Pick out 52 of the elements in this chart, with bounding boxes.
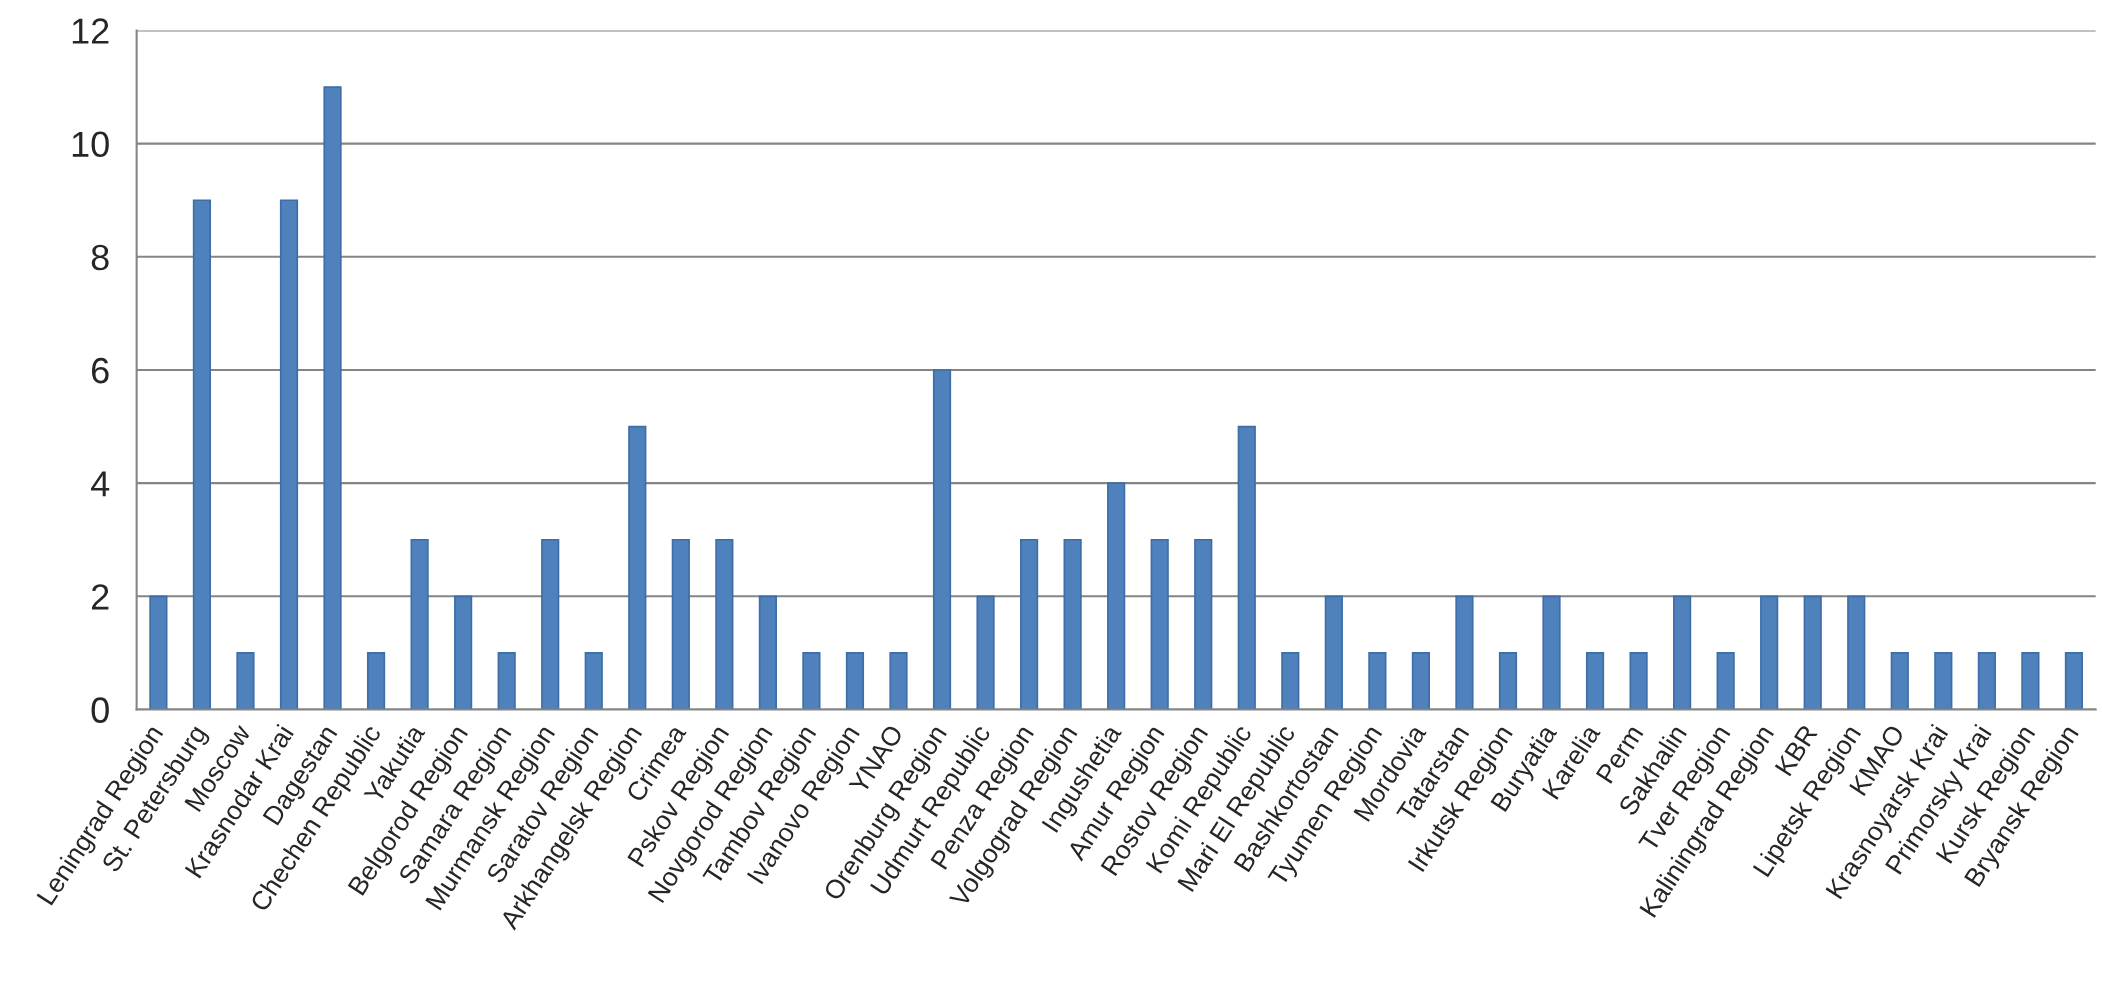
y-tick-label: 4: [90, 471, 110, 497]
bar: [1324, 595, 1343, 710]
bar: [628, 425, 647, 710]
bar: [1542, 595, 1561, 710]
bar: [976, 595, 995, 710]
bar: [1585, 652, 1605, 710]
bar: [1281, 652, 1300, 710]
bar: [1063, 538, 1082, 710]
bar: [236, 652, 255, 710]
bar: [2021, 652, 2040, 710]
bar: [1803, 595, 1822, 710]
bar: [1107, 482, 1126, 710]
bar: [1934, 652, 1953, 710]
y-tick-label: 12: [72, 18, 109, 44]
bar: [932, 369, 952, 710]
bar: [584, 652, 603, 710]
bar: [366, 652, 386, 710]
bar: [323, 86, 342, 710]
bar: [889, 652, 908, 710]
bar: [715, 538, 734, 710]
bar: [1368, 652, 1387, 710]
bar: [1977, 652, 1996, 710]
y-tick-label: 6: [91, 357, 109, 384]
y-tick-label: 10: [72, 131, 109, 158]
bar: [1150, 538, 1169, 710]
y-tick-label: 8: [91, 244, 109, 271]
bar: [1890, 652, 1909, 710]
bar: [279, 199, 299, 710]
bar: [1411, 652, 1431, 710]
bar: [497, 652, 516, 710]
bar: [1673, 595, 1692, 710]
bar: [845, 652, 865, 710]
bar: [1498, 652, 1518, 710]
y-tick-label: 0: [91, 697, 109, 723]
bar: [410, 538, 429, 710]
bar: [149, 595, 168, 710]
bar: [1019, 538, 1039, 710]
y-tick-label: 2: [91, 584, 109, 610]
bar: [1237, 425, 1256, 710]
bar: [1760, 595, 1779, 710]
bar: [1194, 538, 1213, 710]
bar: [1455, 595, 1474, 710]
bar: [541, 538, 560, 710]
bar: [1716, 652, 1735, 710]
bar: [454, 595, 473, 710]
bar: [802, 652, 821, 710]
bar: [1629, 652, 1648, 710]
bar: [192, 199, 212, 710]
bar: [758, 595, 777, 710]
bar: [671, 538, 690, 710]
bar: [1847, 595, 1866, 710]
bar: [2064, 652, 2084, 710]
